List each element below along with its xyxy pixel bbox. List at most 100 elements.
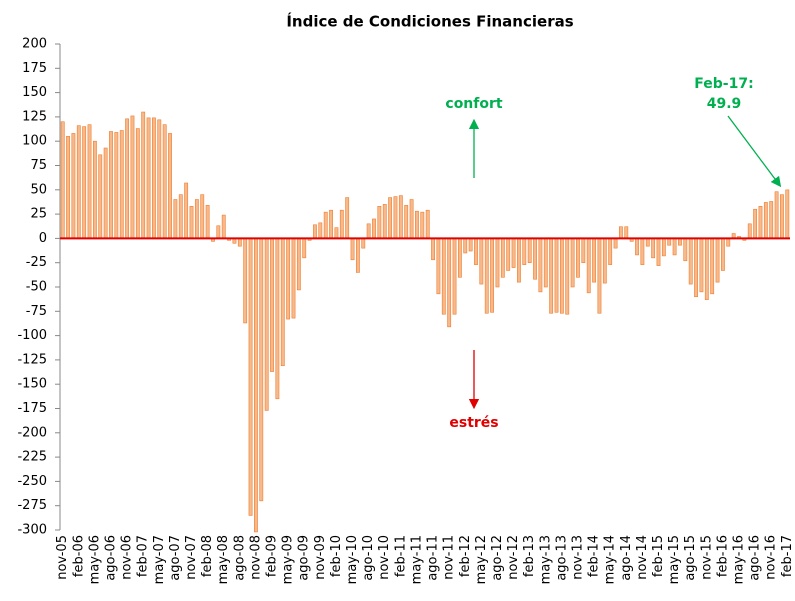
x-tick-label: ago-07 [168,535,183,581]
bar [592,238,596,283]
y-tick-label: 200 [22,37,47,52]
y-tick-label: -150 [17,377,47,392]
x-tick-label: nov-08 [248,535,263,580]
bar [463,238,468,254]
bar [119,130,124,239]
annotation: Feb-17: [694,76,753,92]
bar [474,238,478,265]
bar [248,238,253,516]
bar [334,227,339,239]
bar [500,238,505,278]
bar [570,238,575,288]
bar [200,194,205,239]
bar [109,131,113,239]
bar [216,225,221,239]
x-tick-label: nov-10 [377,535,392,580]
bar [82,126,87,239]
x-tick-label: nov-09 [313,535,328,580]
bar [409,199,414,239]
bar [254,238,258,533]
bar [339,209,344,239]
x-tick-label: feb-14 [587,535,602,577]
bar [345,197,350,239]
y-tick-label: 25 [30,207,47,222]
bar [683,238,688,262]
bar [366,223,371,239]
bar [517,238,521,283]
bar [168,133,172,239]
x-tick-label: feb-07 [136,535,151,577]
bar [66,136,70,239]
y-tick-label: -300 [17,523,47,538]
y-tick-label: 75 [30,158,47,173]
bar [710,238,715,295]
bar [672,238,677,256]
bar [243,238,248,324]
bar [259,238,264,502]
bar [178,194,183,239]
x-tick-label: ago-06 [103,535,118,581]
bar [452,238,457,315]
x-tick-label: ago-08 [232,535,247,581]
bar [495,238,500,288]
bar [753,208,758,239]
bar [699,238,704,293]
bar [694,238,698,298]
chart-title: Índice de Condiciones Financieras [286,12,573,31]
bar [296,238,301,291]
bar [667,238,672,246]
x-tick-label: ago-09 [297,535,312,581]
bar [704,238,709,300]
bar [205,205,210,239]
bar [415,210,419,239]
bar [506,238,511,271]
bar [361,238,366,249]
bar [640,238,645,265]
bar [393,196,398,239]
bar [774,191,779,239]
bar [302,238,307,259]
bar [436,238,441,295]
x-tick-label: may-15 [667,535,682,584]
bar [264,238,269,411]
x-tick-label: ago-15 [683,535,698,581]
x-tick-label: feb-11 [393,535,408,577]
y-tick-label: 125 [22,109,47,124]
bar [60,121,65,239]
bar [656,238,661,266]
x-tick-label: feb-08 [200,535,215,577]
bar [125,118,130,239]
bar [350,238,355,261]
bar [554,238,559,313]
y-tick-label: -175 [17,401,47,416]
bar [313,224,317,239]
y-tick-label: -275 [17,498,47,513]
bar [441,238,446,315]
bar [323,211,328,239]
bar [382,204,387,239]
bar [270,238,274,372]
bar [479,238,484,285]
bar [398,195,403,239]
bar [645,238,650,247]
y-tick-label: -25 [26,255,47,270]
x-tick-label: nov-11 [442,535,457,580]
bar [511,238,516,268]
x-tick-label: feb-16 [715,535,730,577]
bar [559,238,564,314]
bar [291,238,296,319]
bar [157,119,162,239]
bar [527,238,532,263]
bar [447,238,452,328]
bar [221,214,226,239]
bar [688,238,693,285]
x-tick-label: feb-09 [265,535,280,577]
bar [152,117,156,239]
data-label: 49.9 [707,96,742,112]
bar [377,206,382,239]
bar [613,238,618,249]
annotation: estrés [449,415,498,431]
bar [726,238,731,247]
bar [173,199,178,239]
x-tick-label: nov-16 [764,535,779,580]
